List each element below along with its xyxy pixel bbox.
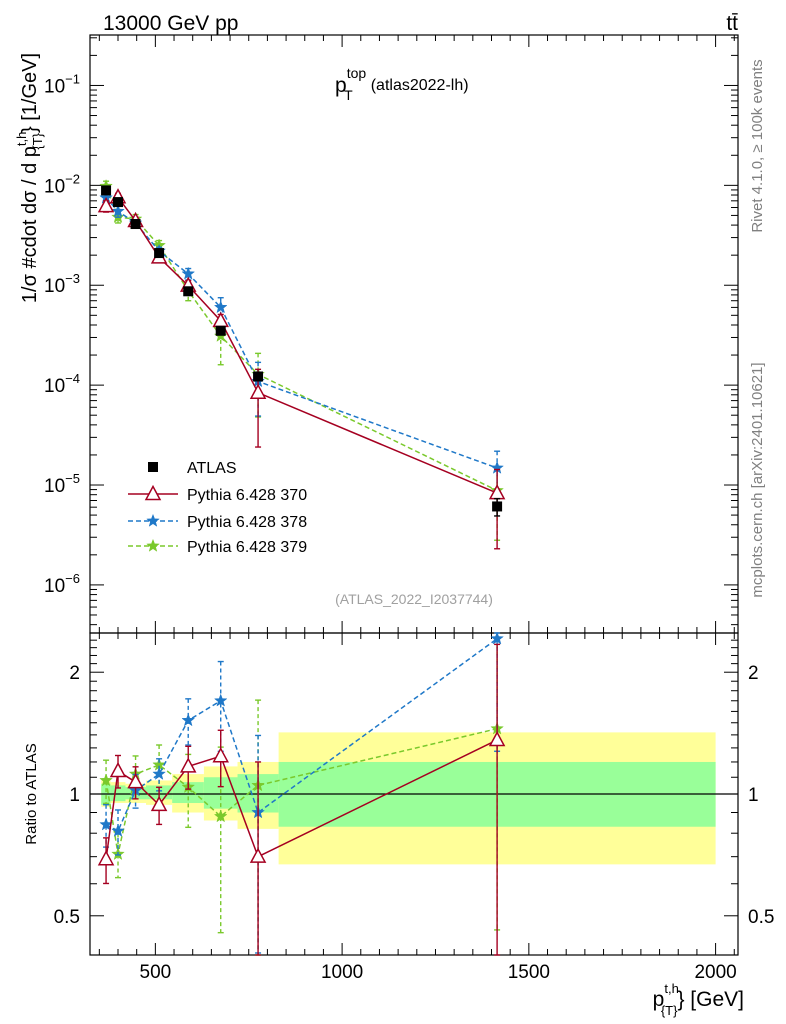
x-tick-label: 2000: [694, 962, 736, 983]
data-point: [183, 286, 194, 297]
ratio-point: [99, 773, 113, 787]
rivet-version-label: Rivet 4.1.0, ≥ 100k events: [749, 59, 766, 232]
y-tick-label: 10−6: [44, 571, 80, 597]
legend-label: ATLAS: [187, 460, 237, 477]
series-line: [105, 196, 498, 494]
ratio-tick-label-left: 0.5: [54, 907, 80, 928]
ratio-series-pythia-6-428-370: [97, 643, 506, 956]
ratio-point: [152, 766, 166, 780]
x-tick-label: 500: [140, 962, 172, 983]
ratio-tick-label-right: 2: [748, 663, 759, 684]
ratio-point: [111, 823, 125, 837]
ratio-point: [490, 631, 504, 645]
data-point: [253, 371, 264, 382]
x-axis-label-sup: t,h: [664, 981, 678, 996]
legend-entry: Pythia 6.428 378: [128, 513, 307, 531]
legend-label: Pythia 6.428 378: [187, 514, 307, 531]
data-point: [97, 197, 115, 213]
ratio-line: [105, 727, 498, 855]
legend-entry: ATLAS: [148, 460, 237, 477]
ratio-tick-label-right: 1: [748, 785, 759, 806]
series-atlas: [101, 185, 503, 517]
data-point: [113, 197, 124, 208]
y-tick-label: 10−3: [44, 271, 80, 297]
ratio-point: [249, 847, 267, 863]
x-axis-label-suffix: } [GeV]: [677, 988, 744, 1011]
data-point: [111, 204, 125, 218]
analysis-tag: (ATLAS_2022_I2037744): [335, 591, 493, 607]
legend-marker: [146, 513, 160, 527]
legend-label: Pythia 6.428 379: [187, 539, 307, 556]
legend-marker: [144, 484, 162, 501]
legend-marker: [148, 462, 158, 472]
data-point: [130, 219, 141, 230]
x-tick-label: 1000: [321, 962, 363, 983]
y-axis-label-sub: {T}: [30, 132, 45, 149]
x-axis-label-main: p: [653, 988, 665, 1011]
legend-marker: [146, 538, 160, 552]
ratio-tick-label-right: 0.5: [748, 907, 774, 928]
legend-entry: Pythia 6.428 379: [128, 538, 307, 556]
y-axis-label-prefix: 1/σ #cdot dσ / d p: [19, 146, 41, 303]
ratio-point: [213, 693, 228, 707]
data-point: [181, 266, 196, 280]
x-axis-label-sub: {T}: [661, 1003, 678, 1018]
data-point: [492, 501, 503, 512]
legend-label: Pythia 6.428 370: [187, 487, 307, 504]
plot-title-main: p: [335, 74, 347, 97]
plot-title-sup: top: [347, 65, 367, 81]
y-tick-label: 10−4: [44, 371, 80, 397]
y-axis-label-sup: t,h: [14, 132, 29, 146]
data-point: [215, 325, 226, 336]
series-line: [105, 197, 498, 469]
ratio-point: [213, 809, 228, 823]
data-point: [249, 383, 267, 399]
data-point: [213, 300, 228, 314]
ratio-point: [179, 757, 197, 773]
header-left-title: 13000 GeV pp: [103, 12, 238, 35]
data-point: [154, 248, 165, 259]
data-point: [488, 484, 506, 500]
data-point: [101, 185, 112, 196]
ratio-line: [105, 638, 498, 833]
ratio-y-axis-label: Ratio to ATLAS: [23, 743, 40, 844]
ratio-point: [150, 795, 168, 812]
legend-entry: Pythia 6.428 370: [128, 484, 307, 504]
x-tick-label: 1500: [508, 962, 550, 983]
ratio-tick-label-left: 2: [69, 663, 80, 684]
header-right-title: tt̄: [726, 12, 738, 35]
plot-title-sub: T: [344, 87, 353, 103]
ratio-point: [212, 747, 229, 763]
ratio-point: [109, 761, 127, 778]
plot-title: ptop T (atlas2022-lh): [335, 65, 469, 103]
mcplots-label: mcplots.cern.ch [arXiv:2401.10621]: [749, 362, 766, 597]
y-axis-label: 1/σ #cdot dσ / d pt,h{T}} [1/GeV]: [14, 53, 45, 303]
y-tick-label: 10−5: [44, 471, 80, 497]
y-tick-label: 10−2: [44, 171, 80, 197]
y-axis-label-suffix: } [1/GeV]: [19, 53, 41, 133]
y-tick-label: 10−1: [44, 71, 80, 97]
series-line: [105, 185, 498, 492]
ratio-point: [181, 713, 196, 727]
ratio-point: [488, 730, 506, 747]
ratio-tick-label-left: 1: [69, 785, 80, 806]
series-pythia-6-428-378: [99, 190, 504, 497]
ratio-point: [127, 773, 144, 789]
x-axis-label: pt,h {T}} [GeV]: [653, 981, 744, 1018]
ratio-point: [97, 850, 115, 866]
plot-title-suffix: (atlas2022-lh): [371, 77, 469, 94]
